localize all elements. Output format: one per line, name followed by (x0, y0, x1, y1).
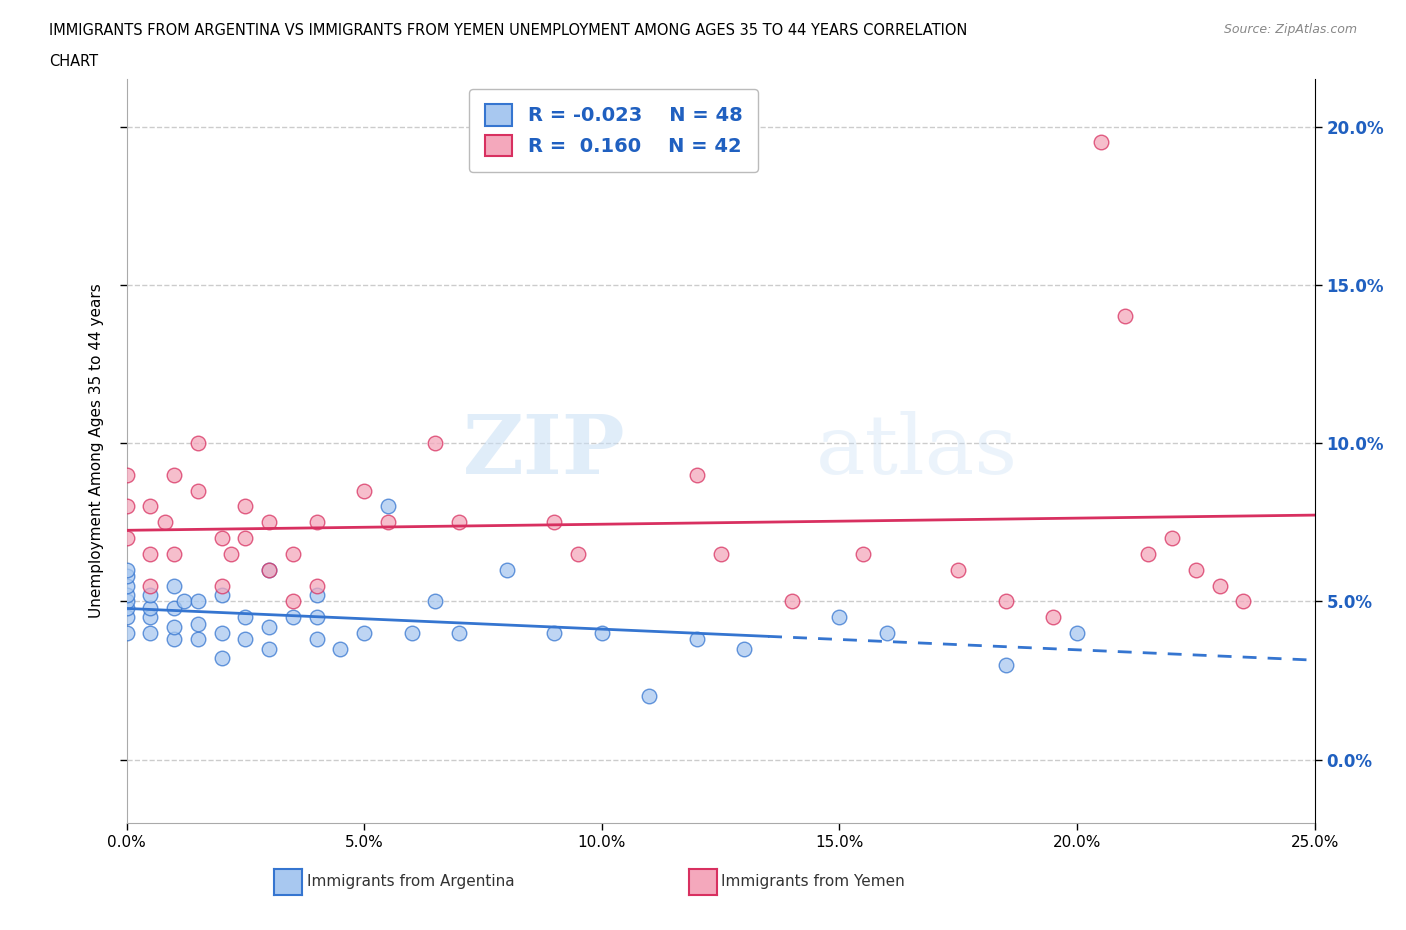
Point (353, 484, 375, 498)
Point (1208, 578, 1230, 593)
Point (139, 626, 162, 641)
Point (257, 619, 280, 634)
Point (163, 619, 186, 634)
Point (173, 594, 195, 609)
Point (305, 610, 328, 625)
Point (257, 563, 280, 578)
Point (733, 642, 755, 657)
Point (591, 626, 613, 641)
Point (115, 578, 138, 593)
Point (281, 594, 304, 609)
Point (163, 578, 186, 593)
Point (780, 594, 803, 609)
Point (115, 594, 138, 609)
Point (163, 468, 186, 483)
Text: atlas: atlas (815, 411, 1018, 491)
Point (329, 642, 352, 657)
Point (115, 601, 138, 616)
Point (233, 499, 256, 514)
Point (187, 484, 209, 498)
Point (543, 515, 565, 530)
Point (281, 547, 304, 562)
Legend: R = -0.023    N = 48, R =  0.160    N = 42: R = -0.023 N = 48, R = 0.160 N = 42 (470, 88, 758, 172)
Point (1184, 563, 1206, 578)
Point (139, 578, 162, 593)
Point (1137, 547, 1160, 562)
Point (257, 642, 280, 657)
Point (139, 601, 162, 616)
Text: ZIP: ZIP (463, 411, 626, 491)
Point (1042, 610, 1064, 625)
Point (211, 651, 233, 666)
Point (1066, 626, 1088, 641)
Point (1232, 594, 1254, 609)
Point (1090, 135, 1112, 150)
Point (638, 689, 661, 704)
Text: IMMIGRANTS FROM ARGENTINA VS IMMIGRANTS FROM YEMEN UNEMPLOYMENT AMONG AGES 35 TO: IMMIGRANTS FROM ARGENTINA VS IMMIGRANTS … (49, 23, 967, 38)
Text: Immigrants from Argentina: Immigrants from Argentina (307, 874, 515, 889)
Point (305, 578, 328, 593)
Point (233, 632, 256, 647)
Point (211, 578, 233, 593)
Point (153, 515, 176, 530)
Point (257, 515, 280, 530)
Point (305, 588, 328, 603)
Y-axis label: Unemployment Among Ages 35 to 44 years: Unemployment Among Ages 35 to 44 years (89, 284, 104, 618)
Point (115, 588, 138, 603)
Point (211, 626, 233, 641)
Point (377, 499, 399, 514)
Point (876, 626, 898, 641)
Point (139, 547, 162, 562)
Point (281, 610, 304, 625)
Point (567, 547, 589, 562)
Point (163, 601, 186, 616)
Point (233, 531, 256, 546)
Point (828, 610, 851, 625)
Point (425, 435, 447, 450)
Point (401, 626, 423, 641)
Point (449, 626, 471, 641)
Point (353, 626, 375, 641)
Text: CHART: CHART (49, 54, 98, 69)
Point (187, 617, 209, 631)
Point (115, 610, 138, 625)
Point (233, 610, 256, 625)
Point (139, 499, 162, 514)
Point (115, 531, 138, 546)
Text: Immigrants from Yemen: Immigrants from Yemen (721, 874, 905, 889)
Point (187, 435, 209, 450)
Point (187, 594, 209, 609)
Point (495, 563, 517, 578)
Point (139, 610, 162, 625)
Point (1114, 309, 1136, 324)
Point (115, 468, 138, 483)
Point (211, 531, 233, 546)
Point (425, 594, 447, 609)
Point (139, 588, 162, 603)
Point (543, 626, 565, 641)
Point (994, 658, 1017, 672)
Point (449, 515, 471, 530)
Point (187, 632, 209, 647)
Point (994, 594, 1017, 609)
Point (115, 626, 138, 641)
Point (377, 515, 399, 530)
Point (686, 632, 709, 647)
Point (115, 499, 138, 514)
Point (1161, 531, 1184, 546)
Point (852, 547, 875, 562)
Point (219, 547, 242, 562)
Point (946, 563, 969, 578)
Point (305, 632, 328, 647)
Point (163, 632, 186, 647)
Text: Source: ZipAtlas.com: Source: ZipAtlas.com (1223, 23, 1357, 36)
Point (115, 568, 138, 583)
Point (115, 563, 138, 578)
Point (211, 588, 233, 603)
Point (305, 515, 328, 530)
Point (686, 468, 709, 483)
Point (709, 547, 731, 562)
Point (257, 563, 280, 578)
Point (163, 547, 186, 562)
